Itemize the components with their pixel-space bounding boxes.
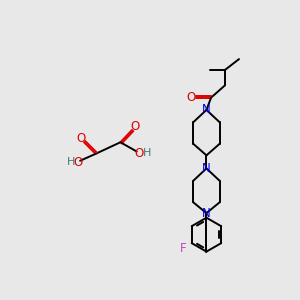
Text: O: O — [186, 91, 196, 104]
Text: O: O — [134, 146, 144, 160]
Text: F: F — [180, 242, 186, 255]
Text: H: H — [142, 148, 151, 158]
Text: N: N — [202, 162, 211, 175]
Text: H: H — [67, 157, 75, 167]
Text: N: N — [202, 207, 211, 220]
Text: N: N — [202, 103, 211, 116]
Text: O: O — [73, 156, 83, 169]
Text: O: O — [130, 120, 140, 133]
Text: O: O — [76, 132, 86, 145]
